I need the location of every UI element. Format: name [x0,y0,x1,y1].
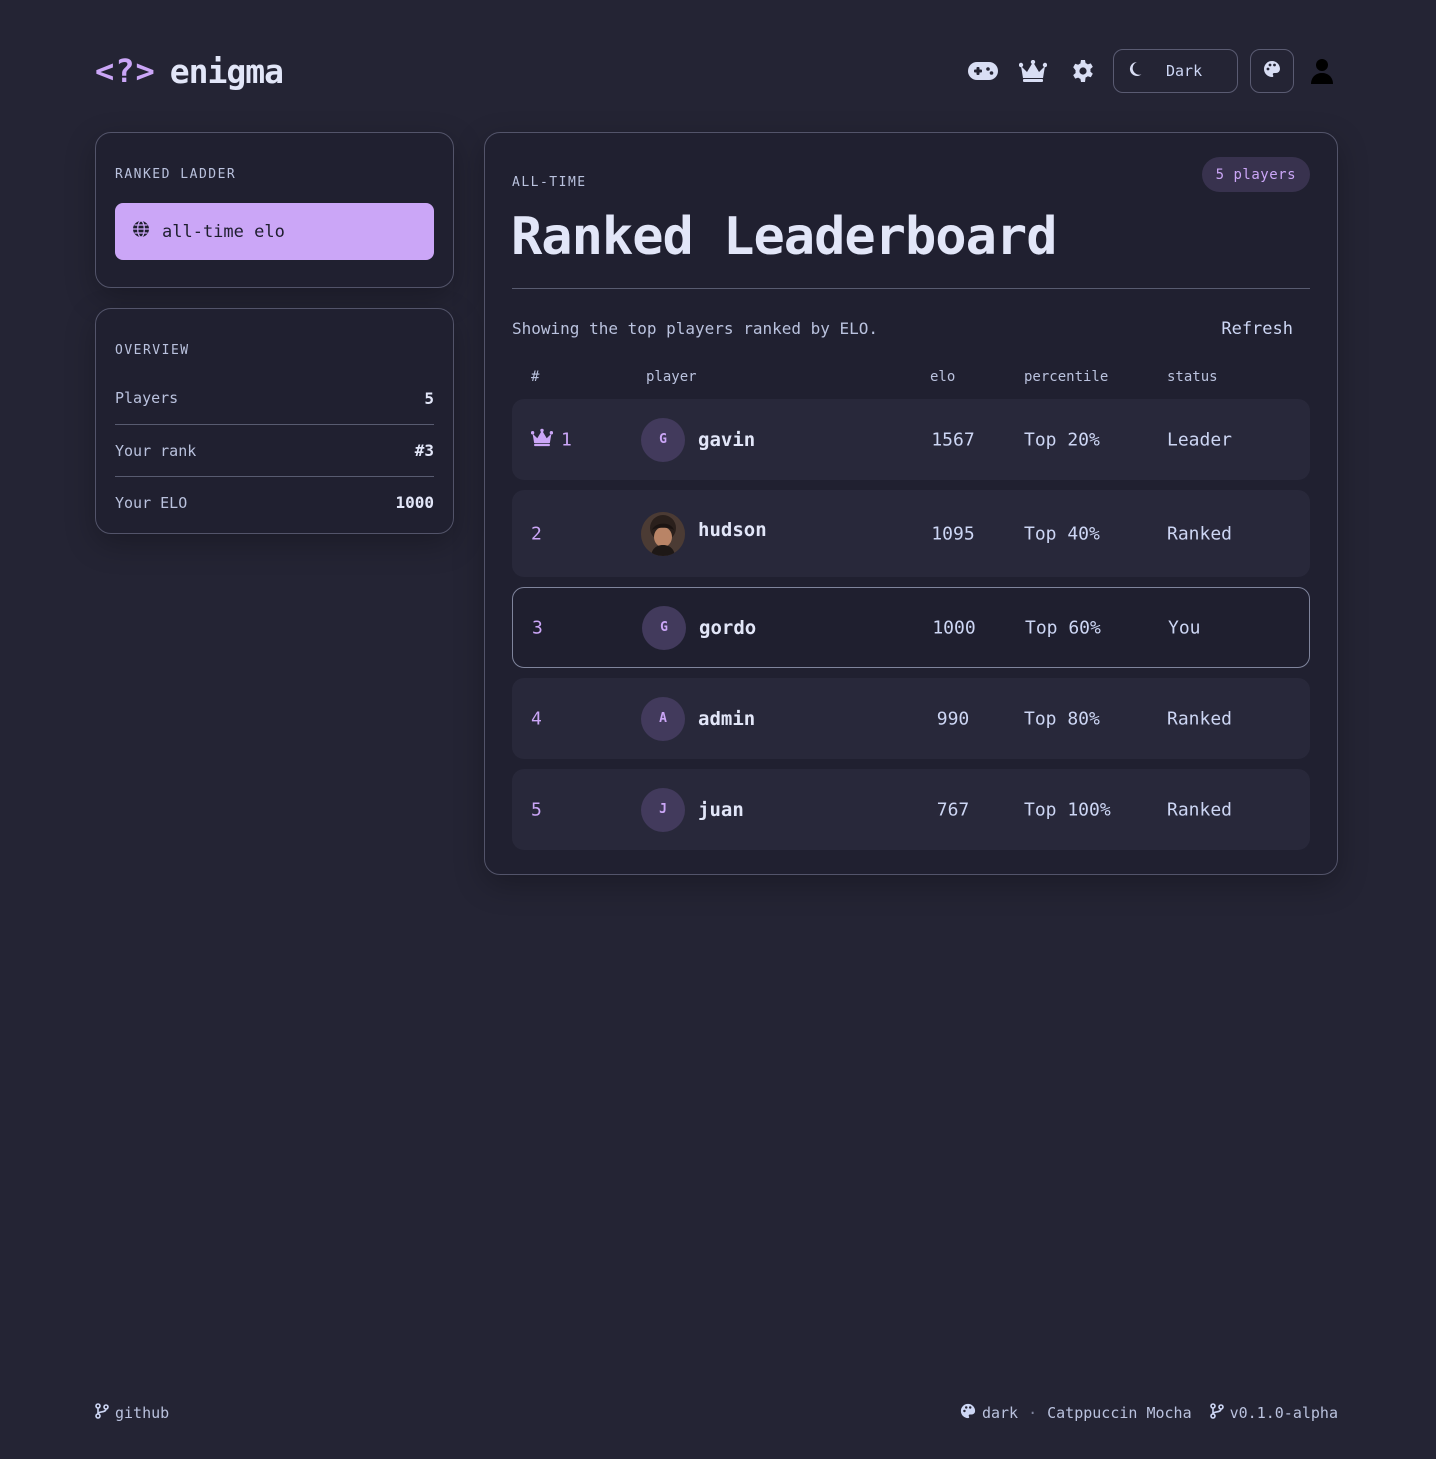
brand-name: enigma [169,51,284,91]
elo-value: 1095 [931,523,975,544]
table-row[interactable]: 1 G gavin 1567 Top 20% Leader [512,399,1310,480]
ranked-ladder-card: RANKED LADDER all-time elo [95,132,454,288]
crown-icon[interactable] [1015,53,1051,89]
rank-number: 1 [561,429,572,450]
elo-value: 767 [936,799,970,820]
percentile-value: Top 40% [1024,523,1100,544]
status-value: Ranked [1167,799,1233,820]
percentile-value: Top 100% [1024,799,1111,820]
rank-number: 5 [531,799,542,820]
table-row-current-user[interactable]: 3 G gordo 1000 Top 60% You [512,587,1310,668]
brand[interactable]: <?> enigma [95,51,284,91]
leaderboard-eyebrow: ALL-TIME [512,175,587,190]
git-branch-icon [1209,1403,1224,1423]
page-title: Ranked Leaderboard [511,207,1058,267]
leaderboard-description: Showing the top players ranked by ELO. [512,319,879,338]
footer-theme: dark [981,1404,1019,1422]
footer-palette: Catppuccin Mocha [1047,1404,1192,1422]
gamepad-icon[interactable] [965,53,1001,89]
table-row[interactable]: 2 hudson 1095 Top 40% Ranked [512,490,1310,577]
all-time-elo-label: all-time elo [162,221,285,242]
ranked-ladder-label: RANKED LADDER [115,167,237,182]
title-divider [512,288,1310,289]
gear-icon[interactable] [1065,53,1101,89]
status-value: Ranked [1167,708,1233,729]
github-link[interactable]: github [95,1403,169,1423]
status-value: Ranked [1167,523,1233,544]
column-header-elo: elo [930,369,956,385]
player-name[interactable]: gavin [698,428,756,451]
stat-label: Your ELO [115,493,188,512]
table-row[interactable]: 4 A admin 990 Top 80% Ranked [512,678,1310,759]
overview-label: OVERVIEW [115,343,190,358]
overview-stats: Players 5 Your rank #3 Your ELO 1000 [115,372,434,528]
avatar: G [641,417,685,462]
stat-players: Players 5 [115,372,434,424]
elo-value: 1000 [932,617,976,638]
github-label: github [115,1404,170,1422]
rank-number: 3 [532,617,543,638]
avatar: J [641,787,685,832]
player-name[interactable]: gordo [699,616,757,639]
avatar-photo [641,511,685,556]
stat-label: Players [115,389,179,407]
moon-icon [1128,61,1142,81]
player-name[interactable]: admin [698,707,756,730]
footer-separator: · [1028,1404,1038,1422]
stat-value: #3 [414,441,434,460]
rank-cell: 4 [531,708,542,729]
palette-button[interactable] [1250,49,1294,93]
percentile-value: Top 20% [1024,429,1100,450]
theme-toggle-label: Dark [1166,62,1203,80]
stat-your-elo: Your ELO 1000 [115,476,434,528]
footer-info: dark · Catppuccin Mocha v0.1.0-alpha [960,1403,1338,1423]
status-value: You [1168,617,1201,638]
git-branch-icon [95,1403,109,1423]
rank-cell: 5 [531,799,542,820]
palette-icon [960,1403,976,1423]
stat-your-rank: Your rank #3 [115,424,434,476]
stat-value: 1000 [395,493,434,512]
table-row[interactable]: 5 J juan 767 Top 100% Ranked [512,769,1310,850]
rank-cell: 1 [530,428,572,451]
column-header-player: player [646,369,697,385]
globe-icon [132,220,150,243]
status-value: Leader [1167,429,1233,450]
all-time-elo-button[interactable]: all-time elo [115,203,434,260]
player-name[interactable]: juan [698,798,744,821]
elo-value: 1567 [931,429,975,450]
player-name[interactable]: hudson [698,519,767,542]
column-header-rank: # [531,369,540,385]
stat-value: 5 [424,388,434,408]
rank-cell: 2 [531,523,542,544]
percentile-value: Top 60% [1025,617,1101,638]
refresh-button[interactable]: Refresh [1221,319,1293,339]
footer-version[interactable]: v0.1.0-alpha [1229,1404,1338,1422]
user-icon[interactable] [1306,53,1338,89]
column-header-status: status [1167,369,1218,385]
avatar [641,511,685,556]
player-count-badge: 5 players [1201,157,1310,192]
rank-cell: 3 [532,617,543,638]
leaderboard-table: 1 G gavin 1567 Top 20% Leader 2 h [512,399,1310,860]
avatar: G [642,605,686,650]
rank-number: 4 [531,708,542,729]
brand-logo: <?> [95,52,156,90]
percentile-value: Top 80% [1024,708,1100,729]
overview-card: OVERVIEW Players 5 Your rank #3 Your ELO… [95,308,454,534]
stat-label: Your rank [115,441,197,460]
avatar: A [641,696,685,741]
palette-icon [1263,60,1281,82]
rank-number: 2 [531,523,542,544]
top-nav: Dark [965,49,1338,93]
leaderboard-card: ALL-TIME 5 players Ranked Leaderboard Sh… [484,132,1338,875]
crown-icon [530,428,554,451]
column-header-percentile: percentile [1024,369,1109,385]
top-bar: <?> enigma Dark [95,48,1338,94]
theme-toggle-button[interactable]: Dark [1113,49,1238,93]
elo-value: 990 [936,708,970,729]
table-header: # player elo percentile status [512,369,1310,389]
